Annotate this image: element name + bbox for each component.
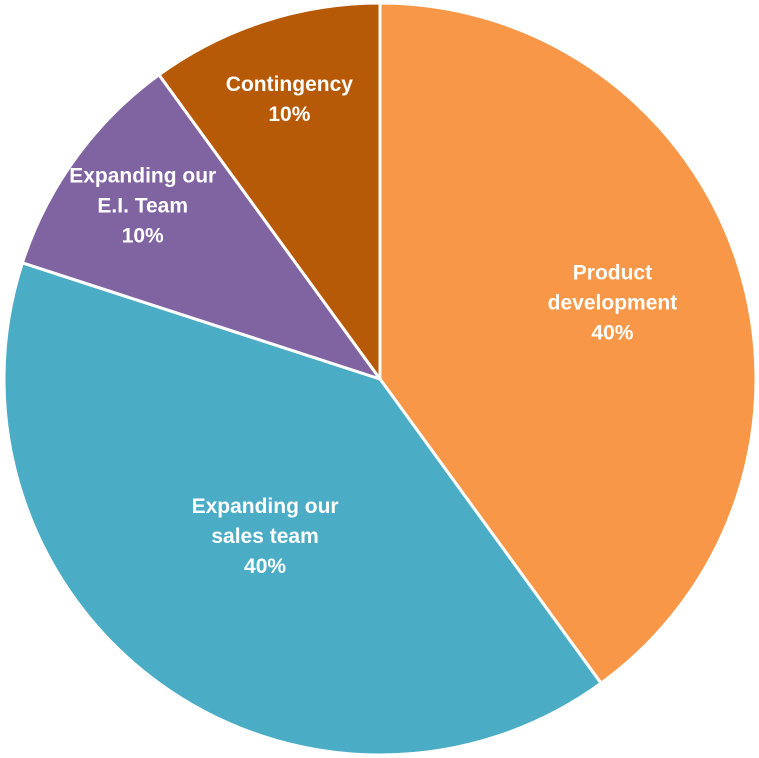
slice-label: Contingency 10% [226,73,353,126]
slice-percent-label: 40% [591,321,633,344]
slice-percent-label: 10% [122,224,164,247]
pie-slice [157,1,382,381]
slice-percent-label: 10% [268,103,310,126]
slice-percent-label: 40% [244,555,286,578]
slice-name-label: Expanding our [69,164,216,187]
slice-label: Product development 40% [548,261,678,344]
pie-labels: Product development 40% Expanding our sales … [69,73,677,578]
slice-name-label: Product [573,261,652,284]
slice-name-label: E.I. Team [97,194,188,217]
slice-name-label: development [548,291,678,314]
slice-label: Expanding our sales team 40% [192,495,339,578]
slice-name-label: sales team [211,525,318,548]
slice-name-label: Contingency [226,73,353,96]
pie-slice [20,73,382,381]
slice-name-label: Expanding our [192,495,339,518]
slice-label: Expanding our E.I. Team 10% [69,164,216,247]
pie-slice [378,1,758,685]
pie-slice [2,261,603,757]
